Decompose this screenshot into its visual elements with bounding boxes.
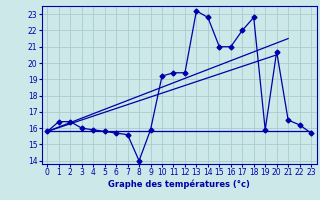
X-axis label: Graphe des températures (°c): Graphe des températures (°c) bbox=[108, 180, 250, 189]
